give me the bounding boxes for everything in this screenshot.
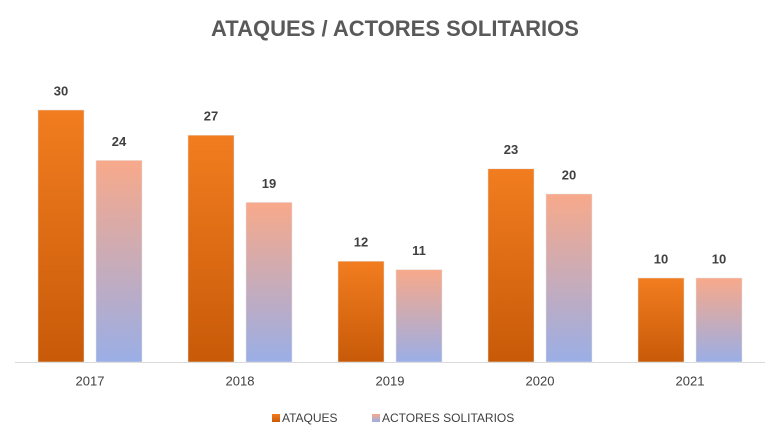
bar: [545, 193, 593, 363]
data-label: 19: [262, 176, 276, 191]
data-label: 23: [504, 142, 518, 157]
x-tick-label: 2017: [76, 373, 105, 388]
data-label: 12: [354, 235, 368, 250]
bar: [337, 260, 385, 363]
bar: [37, 109, 85, 363]
x-tick-label: 2019: [376, 373, 405, 388]
legend-swatch: [272, 414, 280, 422]
x-tick-label: 2021: [676, 373, 705, 388]
x-tick-label: 2018: [226, 373, 255, 388]
data-label: 30: [54, 83, 68, 98]
data-label: 10: [654, 251, 668, 266]
bar: [187, 134, 235, 363]
legend-label: ATAQUES: [282, 411, 338, 425]
bar: [245, 202, 293, 363]
bar: [637, 277, 685, 363]
data-label: 27: [204, 109, 218, 124]
bar: [95, 160, 143, 363]
legend-swatch: [372, 414, 380, 422]
x-tick-label: 2020: [526, 373, 555, 388]
data-label: 10: [712, 251, 726, 266]
bar: [395, 269, 443, 363]
data-label: 24: [112, 134, 127, 149]
data-label: 20: [562, 167, 576, 182]
bar: [695, 277, 743, 363]
data-label: 11: [412, 243, 426, 258]
chart-title: ATAQUES / ACTORES SOLITARIOS: [211, 16, 579, 41]
legend-label: ACTORES SOLITARIOS: [382, 411, 514, 425]
bar: [487, 168, 535, 363]
